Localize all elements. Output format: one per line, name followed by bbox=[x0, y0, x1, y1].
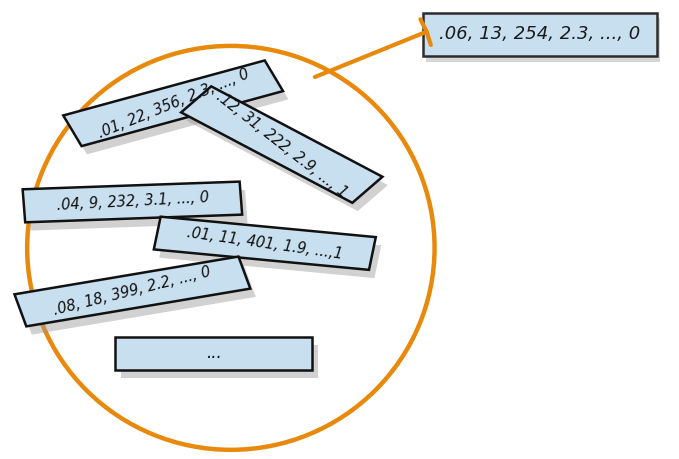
FancyBboxPatch shape bbox=[20, 265, 256, 335]
Text: ...: ... bbox=[206, 344, 222, 363]
Text: .01, 22, 356, 2.3, ..., 0: .01, 22, 356, 2.3, ..., 0 bbox=[95, 66, 251, 140]
FancyBboxPatch shape bbox=[28, 190, 248, 230]
FancyBboxPatch shape bbox=[22, 182, 242, 222]
FancyBboxPatch shape bbox=[187, 95, 388, 211]
Text: .08, 18, 399, 2.2, ..., 0: .08, 18, 399, 2.2, ..., 0 bbox=[52, 264, 213, 319]
Text: .04, 9, 232, 3.1, ..., 0: .04, 9, 232, 3.1, ..., 0 bbox=[56, 190, 209, 213]
Text: .01, 11, 401, 1.9, ...,1: .01, 11, 401, 1.9, ...,1 bbox=[186, 225, 344, 262]
FancyBboxPatch shape bbox=[160, 225, 381, 278]
FancyBboxPatch shape bbox=[69, 69, 289, 154]
FancyBboxPatch shape bbox=[181, 86, 382, 203]
FancyBboxPatch shape bbox=[422, 12, 657, 56]
Text: .12, 31, 222, 2.9, ..., 1: .12, 31, 222, 2.9, ..., 1 bbox=[213, 89, 350, 200]
Text: .06, 13, 254, 2.3, ..., 0: .06, 13, 254, 2.3, ..., 0 bbox=[439, 25, 640, 44]
FancyBboxPatch shape bbox=[14, 257, 251, 326]
FancyBboxPatch shape bbox=[154, 217, 375, 270]
FancyBboxPatch shape bbox=[63, 61, 283, 146]
FancyBboxPatch shape bbox=[115, 337, 312, 370]
FancyBboxPatch shape bbox=[121, 345, 318, 378]
FancyBboxPatch shape bbox=[426, 18, 660, 62]
